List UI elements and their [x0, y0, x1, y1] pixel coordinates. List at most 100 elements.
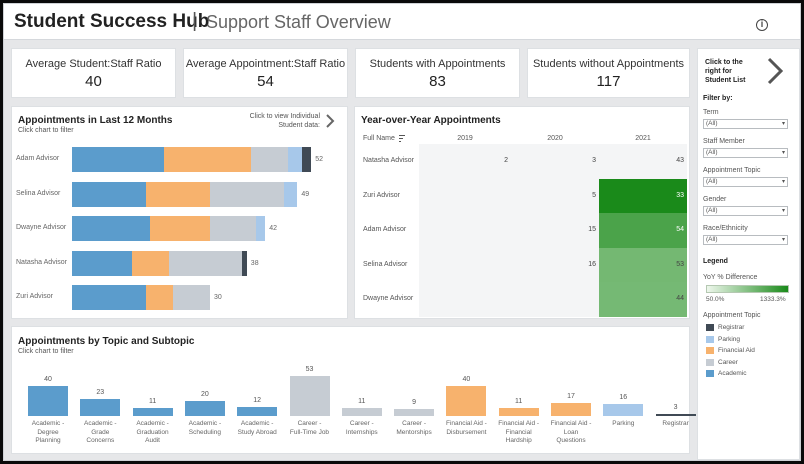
topic-bar[interactable]	[446, 385, 487, 416]
chevron-down-icon[interactable]: ▾	[781, 237, 785, 243]
nav-line-2: right for	[705, 68, 732, 75]
heatmap-cell[interactable]: 5	[511, 178, 599, 213]
bar-segment[interactable]	[72, 285, 146, 310]
filter-dropdown[interactable]: (All) ▾	[703, 235, 788, 245]
heatmap-row-label: Selina Advisor	[363, 260, 408, 268]
panel-subtitle: Click chart to filter	[18, 348, 74, 355]
kpi-value: 83	[429, 73, 446, 90]
kpi-label: Students with Appointments	[369, 58, 506, 70]
topic-bar-label: Academic - Graduation Audit	[127, 420, 179, 446]
bar-total-label: 49	[301, 190, 310, 198]
sort-icon[interactable]	[399, 135, 407, 142]
heatmap-cell[interactable]: 15	[511, 213, 599, 248]
filter-dropdown[interactable]: (All) ▾	[703, 177, 788, 187]
heatmap-cell[interactable]	[511, 282, 599, 317]
topic-label-line: Career -	[402, 420, 427, 427]
heatmap-cell[interactable]: 53	[599, 247, 687, 282]
yoy-legend-title: YoY % Difference	[703, 274, 758, 281]
bar-segment[interactable]	[150, 216, 210, 241]
bar-segment[interactable]	[288, 147, 302, 172]
panel-subtitle: Click chart to filter	[18, 127, 74, 134]
bar-segment[interactable]	[173, 285, 210, 310]
bar-segment[interactable]	[283, 181, 298, 207]
bar-segment[interactable]	[302, 147, 312, 172]
heatmap-cell[interactable]	[419, 282, 511, 317]
heatmap-cell[interactable]: 44	[599, 282, 687, 317]
chevron-down-icon[interactable]: ▾	[781, 179, 785, 185]
topic-bar[interactable]	[603, 403, 644, 416]
kpi-appointment-staff-ratio: Average Appointment:Staff Ratio 54	[183, 48, 348, 98]
appointments-12-months-panel[interactable]: Appointments in Last 12 Months Click cha…	[11, 106, 348, 319]
panel-title: Year-over-Year Appointments	[361, 115, 501, 126]
bar-segment[interactable]	[72, 147, 164, 172]
bar-segment[interactable]	[168, 250, 243, 276]
bar-segment[interactable]	[145, 285, 174, 310]
info-icon[interactable]: i	[756, 19, 768, 31]
topic-bar[interactable]	[80, 398, 121, 416]
year-column-header[interactable]: 2020	[547, 135, 563, 142]
topic-bar-label: Financial Aid - Loan Questions	[545, 420, 597, 446]
filter-dropdown[interactable]: (All) ▾	[703, 119, 788, 129]
filter-dropdown[interactable]: (All) ▾	[703, 206, 788, 216]
topic-bar[interactable]	[341, 407, 382, 416]
bar-segment[interactable]	[72, 181, 146, 207]
topic-bar[interactable]	[237, 406, 278, 416]
year-column-header[interactable]: 2021	[635, 135, 651, 142]
chevron-down-icon[interactable]: ▾	[781, 208, 785, 214]
heatmap-cell[interactable]: 16	[511, 247, 599, 282]
topic-bar[interactable]	[28, 385, 68, 416]
topic-bar-label: Academic - Scheduling	[179, 420, 231, 437]
bar-segment[interactable]	[72, 216, 151, 241]
row-header: Full Name	[363, 135, 395, 142]
topic-bar-value: 40	[44, 375, 52, 383]
heatmap-cell[interactable]: 43	[599, 144, 687, 179]
kpi-student-staff-ratio: Average Student:Staff Ratio 40	[11, 48, 176, 98]
bar-segment[interactable]	[72, 250, 132, 276]
heatmap-cell[interactable]: 2	[419, 144, 511, 179]
topic-bar-value: 11	[358, 397, 366, 405]
legend-label: Parking	[718, 335, 741, 343]
heatmap-cell[interactable]: 54	[599, 213, 687, 248]
bar-segment[interactable]	[256, 216, 266, 241]
topic-bar[interactable]	[498, 407, 539, 416]
chevron-down-icon[interactable]: ▾	[781, 121, 785, 127]
topic-bar-value: 40	[462, 375, 471, 383]
topic-label-line: Financial Aid -	[445, 420, 487, 427]
topic-label-line: Financial	[505, 428, 532, 436]
bar-segment[interactable]	[242, 250, 247, 276]
topic-bar[interactable]	[132, 407, 173, 416]
bar-segment[interactable]	[145, 181, 210, 207]
bar-total-label: 30	[214, 294, 222, 301]
filter-label: Staff Member	[703, 138, 745, 145]
topic-label-line: Career -	[297, 420, 322, 427]
bar-segment[interactable]	[164, 147, 252, 172]
chevron-right-icon[interactable]	[766, 56, 784, 86]
topic-label-line: Mentorships	[396, 428, 432, 436]
topic-bar[interactable]	[655, 413, 696, 416]
yoy-appointments-panel[interactable]: Year-over-Year Appointments Full Name 20…	[354, 106, 690, 319]
bar-segment[interactable]	[210, 216, 256, 241]
heatmap-cell[interactable]	[419, 178, 511, 213]
topic-bar[interactable]	[289, 376, 330, 416]
filter-label: Appointment Topic	[703, 167, 761, 174]
legend-title: Legend	[703, 258, 728, 265]
heatmap-cell[interactable]: 3	[511, 144, 599, 179]
heatmap-cell[interactable]	[419, 247, 511, 282]
filter-dropdown[interactable]: (All) ▾	[703, 148, 788, 158]
appointments-by-topic-panel[interactable]: Appointments by Topic and Subtopic Click…	[11, 326, 696, 454]
bar-segment[interactable]	[251, 147, 289, 172]
topic-bar-value: 3	[673, 403, 678, 411]
chevron-right-icon[interactable]	[325, 113, 335, 129]
bar-segment[interactable]	[131, 250, 169, 276]
heatmap-cell[interactable]	[419, 213, 511, 248]
topic-bar-value: 53	[305, 366, 314, 373]
year-column-header[interactable]: 2019	[457, 135, 473, 142]
topic-bar-value: 11	[148, 397, 157, 405]
bar-segment[interactable]	[210, 181, 284, 207]
heatmap-cell[interactable]: 33	[599, 178, 687, 213]
legend-label: Registrar	[718, 324, 745, 331]
topic-bar[interactable]	[551, 403, 591, 416]
topic-bar[interactable]	[184, 400, 225, 416]
topic-bar[interactable]	[394, 409, 435, 416]
chevron-down-icon[interactable]: ▾	[781, 150, 785, 156]
